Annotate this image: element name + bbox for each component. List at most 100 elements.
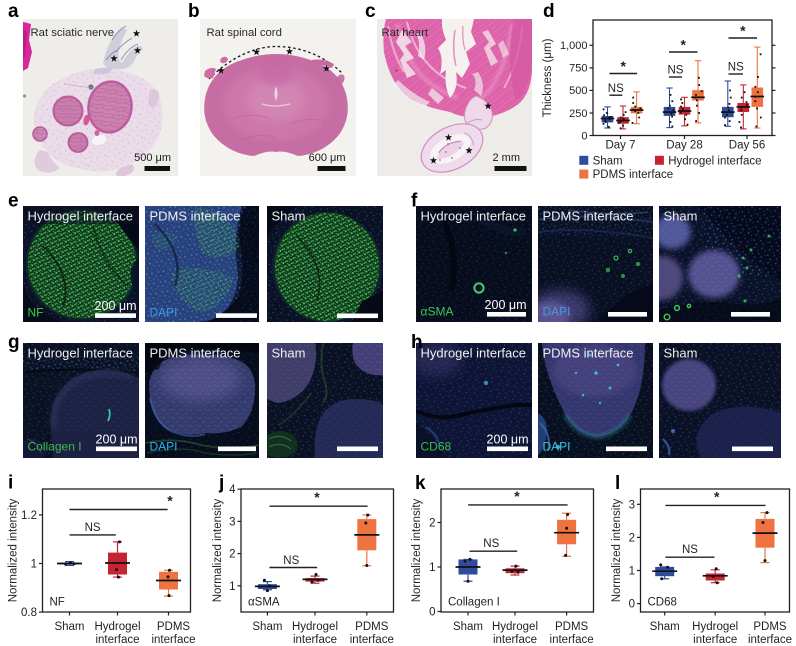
svg-text:0: 0 [581, 130, 587, 142]
svg-text:1: 1 [429, 562, 435, 574]
svg-text:Sham: Sham [252, 621, 282, 633]
svg-text:Normalized intensity: Normalized intensity [411, 498, 423, 602]
svg-text:500: 500 [569, 85, 587, 97]
svg-text:Sham: Sham [54, 621, 84, 633]
svg-text:interface: interface [550, 634, 594, 646]
svg-text:Hydrogel: Hydrogel [94, 621, 140, 633]
svg-text:NS: NS [668, 65, 684, 77]
svg-text:g: g [8, 332, 20, 353]
svg-text:Sham: Sham [272, 346, 306, 361]
svg-text:Rat sciatic nerve: Rat sciatic nerve [31, 27, 115, 39]
svg-text:k: k [415, 473, 426, 494]
svg-text:1: 1 [229, 581, 235, 593]
svg-text:Day 7: Day 7 [605, 140, 635, 152]
svg-text:200 μm: 200 μm [95, 299, 137, 313]
svg-text:*: * [714, 488, 720, 504]
svg-text:interface: interface [493, 634, 537, 646]
svg-text:*: * [314, 489, 320, 505]
svg-text:2 mm: 2 mm [493, 152, 521, 164]
svg-text:d: d [543, 1, 555, 22]
svg-text:200 μm: 200 μm [487, 432, 529, 446]
svg-text:Sham: Sham [650, 621, 680, 633]
svg-text:j: j [218, 473, 224, 494]
svg-text:NS: NS [283, 555, 299, 567]
svg-text:Day 28: Day 28 [666, 140, 702, 152]
svg-text:i: i [8, 473, 13, 494]
svg-text:*: * [680, 37, 686, 53]
svg-text:0: 0 [629, 599, 635, 611]
svg-text:3: 3 [229, 516, 235, 528]
svg-text:4: 4 [229, 484, 236, 496]
svg-text:Normalized intensity: Normalized intensity [212, 498, 224, 602]
svg-text:*: * [620, 58, 626, 74]
svg-text:Sham: Sham [664, 209, 698, 224]
svg-text:500 μm: 500 μm [134, 152, 171, 164]
svg-text:Hydrogel: Hydrogel [292, 621, 338, 633]
svg-text:Collagen I: Collagen I [448, 597, 500, 609]
svg-text:DAPI: DAPI [150, 306, 178, 320]
svg-text:NS: NS [728, 62, 744, 74]
svg-text:Hydrogel interface: Hydrogel interface [668, 155, 761, 167]
svg-text:αSMA: αSMA [421, 305, 454, 319]
svg-text:CD68: CD68 [648, 597, 677, 609]
svg-text:1: 1 [629, 566, 635, 578]
svg-text:200 μm: 200 μm [485, 298, 527, 312]
svg-text:Rat spinal cord: Rat spinal cord [207, 27, 282, 39]
svg-text:0: 0 [429, 607, 435, 619]
svg-text:interface: interface [693, 634, 737, 646]
svg-text:NS: NS [682, 544, 698, 556]
svg-text:Hydrogel interface: Hydrogel interface [421, 346, 527, 361]
svg-text:1,000: 1,000 [560, 40, 588, 52]
svg-text:PDMS: PDMS [157, 621, 191, 633]
svg-text:200 μm: 200 μm [96, 432, 138, 446]
svg-text:NF: NF [28, 306, 44, 320]
svg-text:1: 1 [31, 559, 37, 571]
svg-text:NS: NS [608, 83, 624, 95]
svg-text:750: 750 [569, 63, 587, 75]
svg-text:b: b [188, 1, 200, 22]
svg-text:2: 2 [229, 549, 235, 561]
svg-text:Normalized intensity: Normalized intensity [7, 498, 19, 602]
svg-text:Normalized intensity: Normalized intensity [611, 498, 623, 602]
svg-text:PDMS interface: PDMS interface [593, 169, 674, 181]
svg-text:interface: interface [293, 634, 337, 646]
svg-text:αSMA: αSMA [248, 597, 280, 609]
svg-text:NF: NF [50, 597, 65, 609]
svg-text:DAPI: DAPI [543, 305, 571, 319]
svg-text:c: c [365, 1, 376, 22]
svg-text:0.8: 0.8 [21, 607, 37, 619]
svg-text:*: * [740, 23, 746, 39]
svg-text:*: * [167, 493, 173, 509]
svg-text:e: e [8, 191, 19, 212]
svg-text:PDMS interface: PDMS interface [150, 346, 241, 361]
svg-text:1.2: 1.2 [21, 510, 37, 522]
svg-text:interface: interface [95, 634, 139, 646]
svg-text:NS: NS [483, 538, 499, 550]
svg-text:Sham: Sham [272, 209, 306, 224]
svg-text:PDMS: PDMS [555, 621, 589, 633]
svg-text:PDMS: PDMS [355, 621, 389, 633]
svg-text:PDMS: PDMS [753, 621, 787, 633]
svg-text:2: 2 [629, 532, 635, 544]
svg-text:interface: interface [151, 634, 195, 646]
svg-text:PDMS interface: PDMS interface [543, 209, 634, 224]
svg-text:2: 2 [429, 518, 435, 530]
svg-text:NS: NS [85, 522, 101, 534]
svg-text:Rat heart: Rat heart [382, 27, 429, 39]
svg-text:interface: interface [748, 634, 792, 646]
svg-text:DAPI: DAPI [150, 440, 178, 454]
svg-text:Sham: Sham [664, 346, 698, 361]
svg-text:3: 3 [629, 499, 635, 511]
svg-text:Hydrogel interface: Hydrogel interface [421, 209, 527, 224]
svg-text:interface: interface [350, 634, 394, 646]
svg-text:l: l [615, 473, 620, 494]
svg-text:Sham: Sham [453, 621, 483, 633]
svg-text:Hydrogel: Hydrogel [492, 621, 538, 633]
svg-text:Hydrogel interface: Hydrogel interface [28, 209, 134, 224]
svg-text:CD68: CD68 [421, 440, 452, 454]
svg-text:*: * [514, 488, 520, 504]
svg-text:PDMS interface: PDMS interface [150, 209, 241, 224]
svg-text:250: 250 [569, 108, 587, 120]
svg-text:Day 56: Day 56 [729, 140, 765, 152]
svg-text:PDMS interface: PDMS interface [543, 346, 634, 361]
